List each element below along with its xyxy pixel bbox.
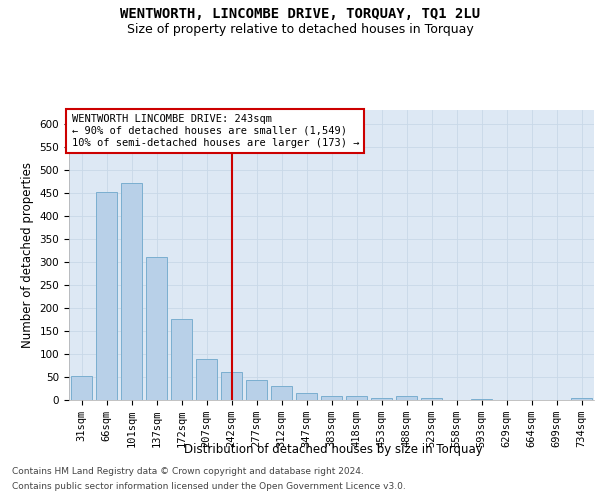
Bar — [471, 398, 492, 400]
Text: Size of property relative to detached houses in Torquay: Size of property relative to detached ho… — [127, 22, 473, 36]
Bar — [246, 380, 267, 400]
Bar — [571, 398, 592, 400]
Bar — [371, 398, 392, 400]
Bar — [221, 372, 242, 400]
Bar — [321, 396, 342, 400]
Text: Contains public sector information licensed under the Open Government Licence v3: Contains public sector information licen… — [12, 482, 406, 491]
Text: WENTWORTH LINCOMBE DRIVE: 243sqm
← 90% of detached houses are smaller (1,549)
10: WENTWORTH LINCOMBE DRIVE: 243sqm ← 90% o… — [71, 114, 359, 148]
Bar — [421, 398, 442, 400]
Bar — [271, 386, 292, 400]
Text: Contains HM Land Registry data © Crown copyright and database right 2024.: Contains HM Land Registry data © Crown c… — [12, 467, 364, 476]
Bar — [71, 376, 92, 400]
Text: Distribution of detached houses by size in Torquay: Distribution of detached houses by size … — [184, 442, 482, 456]
Y-axis label: Number of detached properties: Number of detached properties — [21, 162, 34, 348]
Bar — [146, 257, 167, 400]
Bar — [171, 319, 192, 400]
Bar — [396, 396, 417, 400]
Bar — [96, 192, 117, 400]
Bar — [196, 358, 217, 400]
Bar — [296, 393, 317, 400]
Bar — [121, 183, 142, 400]
Text: WENTWORTH, LINCOMBE DRIVE, TORQUAY, TQ1 2LU: WENTWORTH, LINCOMBE DRIVE, TORQUAY, TQ1 … — [120, 8, 480, 22]
Bar — [346, 396, 367, 400]
